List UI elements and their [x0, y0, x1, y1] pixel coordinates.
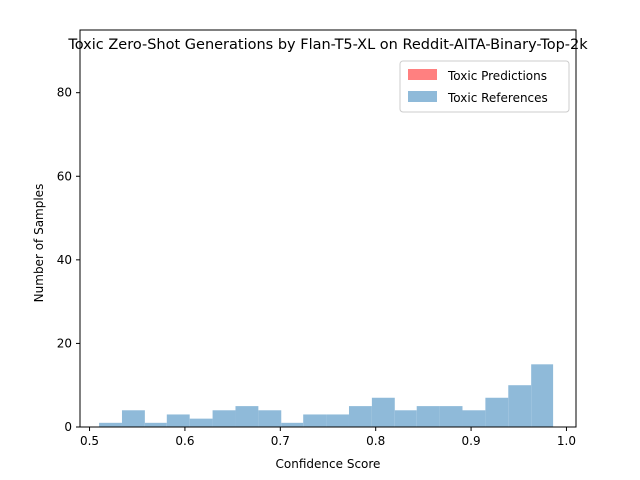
histogram-bar	[348, 406, 372, 427]
histogram-bar	[99, 422, 122, 427]
x-axis-ticks: 0.5 0.6 0.7 0.8 0.9 1.0	[80, 427, 576, 448]
histogram-bar	[303, 414, 327, 427]
x-tick-label: 0.9	[462, 434, 481, 448]
x-tick-label: 0.5	[80, 434, 99, 448]
x-axis-label: Confidence Score	[276, 457, 381, 471]
histogram-bar	[166, 414, 190, 427]
y-axis-label: Number of Samples	[32, 184, 46, 303]
y-tick-label: 80	[57, 86, 72, 100]
histogram-bar	[212, 410, 236, 427]
histogram-bar	[439, 406, 463, 427]
histogram-bar	[144, 422, 167, 427]
legend-frame	[399, 60, 570, 113]
legend-swatch-toxic-predictions	[408, 69, 437, 80]
histogram-bar	[326, 414, 349, 427]
legend-label-toxic-predictions: Toxic Predictions	[447, 69, 547, 83]
legend: Toxic Predictions Toxic References	[399, 60, 570, 113]
legend-label-toxic-references: Toxic References	[447, 91, 548, 105]
histogram-bar	[235, 406, 259, 427]
legend-swatch-toxic-references	[408, 91, 437, 102]
plot-area-frame	[79, 29, 577, 428]
y-tick-label: 20	[57, 336, 72, 350]
histogram-bar	[531, 364, 554, 427]
histogram-bar	[485, 397, 509, 427]
x-tick-label: 0.8	[366, 434, 385, 448]
x-tick-label: 1.0	[557, 434, 576, 448]
histogram-bar	[462, 410, 486, 427]
histogram-bar	[189, 418, 213, 427]
histogram-bar	[121, 410, 145, 427]
histogram-bar	[258, 410, 282, 427]
y-axis-ticks: 0 20 40 60 80	[57, 86, 80, 434]
y-tick-label: 0	[64, 420, 72, 434]
x-tick-label: 0.6	[175, 434, 194, 448]
x-tick-label: 0.7	[271, 434, 290, 448]
histogram-bar	[281, 422, 304, 427]
histogram-bars	[99, 364, 554, 427]
y-tick-label: 60	[57, 169, 72, 183]
y-tick-label: 40	[57, 253, 72, 267]
histogram-bar	[394, 410, 417, 427]
chart-title: Toxic Zero-Shot Generations by Flan-T5-X…	[67, 37, 588, 53]
histogram-bar	[416, 406, 440, 427]
histogram-bar	[508, 385, 532, 427]
histogram-bar	[371, 397, 395, 427]
